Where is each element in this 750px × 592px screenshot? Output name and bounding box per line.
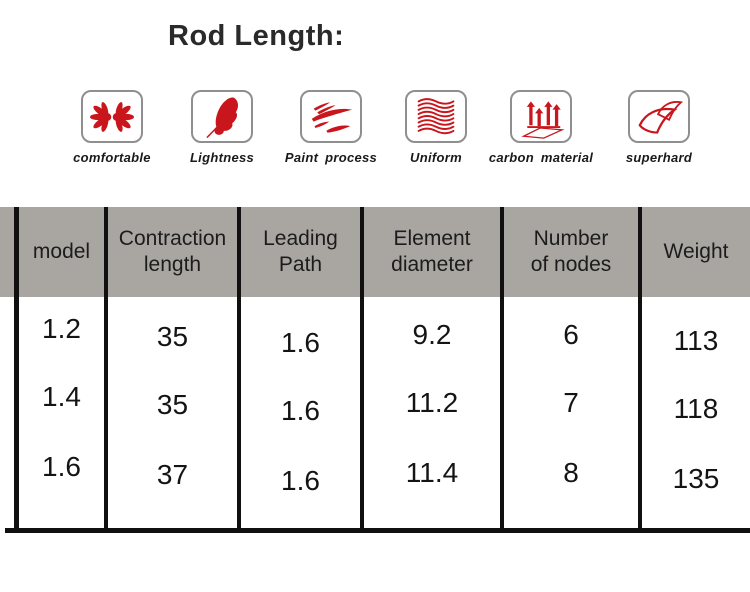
feature-label: Lightness	[189, 150, 255, 165]
table-bottom-border	[5, 528, 750, 533]
table-divider	[104, 207, 108, 533]
column-header-leading-path: Leading Path	[263, 227, 338, 276]
table-cell: 35	[156, 321, 189, 352]
table-divider	[360, 207, 364, 533]
table-cell: 118	[673, 393, 719, 424]
column-header-model: model	[32, 240, 91, 263]
table-divider	[638, 207, 642, 533]
feature-superhard: superhard	[599, 90, 719, 165]
table-divider	[237, 207, 241, 533]
table-cell: 37	[156, 459, 189, 490]
feature-label: carbon material	[488, 150, 594, 165]
wavy-lines-icon	[405, 90, 467, 143]
table-cell: 7	[563, 387, 579, 418]
column-header-element-diameter: Element diameter	[391, 227, 473, 276]
feature-uniform: Uniform	[376, 90, 496, 165]
table-cell: 113	[673, 325, 719, 356]
column-header-contraction-length: Contraction length	[118, 227, 227, 276]
table-cell: 1.6	[281, 327, 320, 358]
table-divider	[14, 207, 19, 533]
table-cell: 1.6	[281, 395, 320, 426]
table-cell: 1.6	[281, 465, 320, 496]
table-cell: 1.2	[42, 313, 81, 344]
feature-label: Paint process	[284, 150, 378, 165]
table-cell: 35	[156, 389, 189, 420]
arrows-up-sheet-icon	[510, 90, 572, 143]
feature-comfortable: comfortable	[52, 90, 172, 165]
feature-label: comfortable	[73, 150, 151, 165]
table-header-band	[0, 207, 750, 297]
spec-table: model Contraction length Leading Path El…	[0, 207, 750, 533]
table-divider	[500, 207, 504, 533]
table-cell: 1.6	[42, 451, 81, 482]
layered-sheets-icon	[628, 90, 690, 143]
column-header-weight: Weight	[663, 240, 729, 263]
feature-carbon-material: carbon material	[481, 90, 601, 165]
table-cell: 11.4	[405, 457, 459, 488]
table-cell: 8	[563, 457, 579, 488]
feather-icon	[191, 90, 253, 143]
feature-paint-process: Paint process	[271, 90, 391, 165]
table-cell: 11.2	[405, 387, 459, 418]
column-header-number-of-nodes: Number of nodes	[530, 227, 612, 276]
hands-icon	[81, 90, 143, 143]
table-cell: 135	[672, 463, 720, 494]
brush-stroke-icon	[300, 90, 362, 143]
table-cell: 6	[563, 319, 579, 350]
feature-lightness: Lightness	[162, 90, 282, 165]
table-cell: 9.2	[412, 319, 452, 350]
page-title: Rod Length:	[168, 20, 345, 52]
table-cell: 1.4	[42, 381, 81, 412]
feature-label: Uniform	[410, 150, 462, 165]
feature-label: superhard	[625, 150, 693, 165]
